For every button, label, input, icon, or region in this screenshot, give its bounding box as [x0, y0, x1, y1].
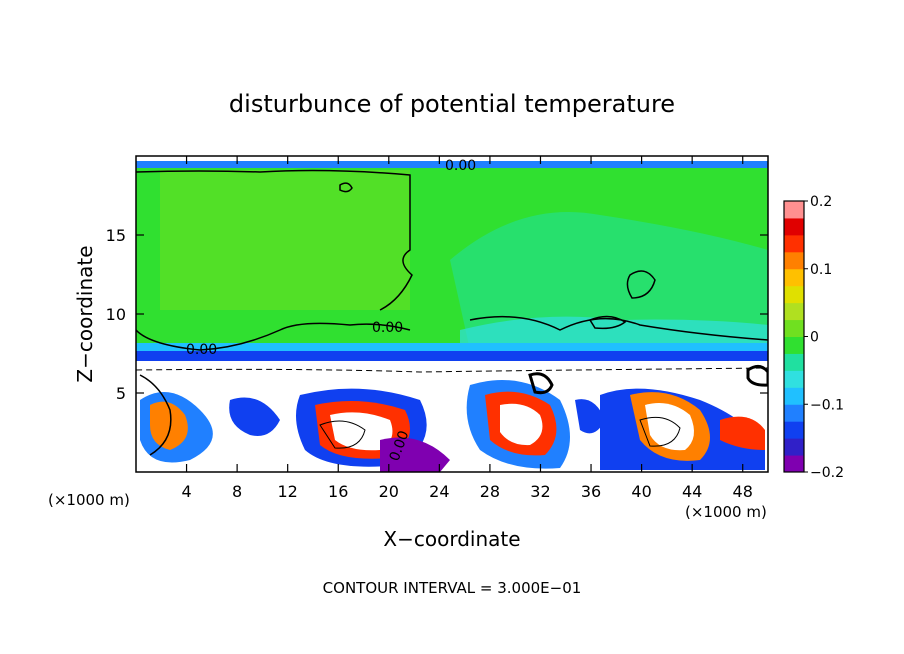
x-tick-label: 20 [379, 482, 399, 501]
colorbar-tick-label: 0.2 [810, 194, 832, 210]
contour-label-2: 0.00 [372, 320, 403, 336]
lower-turbulence [140, 380, 765, 472]
colorbar-swatch [784, 268, 804, 287]
transition-band-blue [136, 351, 768, 361]
plot-area: 0.00 0.00 0.00 0.00 [136, 156, 768, 472]
colorbar-swatch [784, 353, 804, 371]
y-tick-label: 15 [106, 226, 126, 245]
x-tick-label: 36 [581, 482, 601, 501]
y-axis-title: Z−coordinate [73, 245, 97, 382]
x-tick-label: 16 [328, 482, 348, 501]
x-tick-label: 8 [232, 482, 242, 501]
y-tick-label: 5 [116, 384, 126, 403]
x-unit-label: (×1000 m) [48, 491, 130, 509]
transition-band-cyan [136, 343, 768, 353]
top-band-white [136, 156, 768, 161]
colorbar: 0.2 0.1 0 −0.1 −0.2 [783, 194, 844, 481]
upper-layer-light [160, 170, 410, 310]
x-tick-label: 44 [682, 482, 702, 501]
colorbar-swatch [784, 387, 804, 405]
x-tick-label: 24 [429, 482, 449, 501]
x-tick-label: 40 [631, 482, 651, 501]
contour-interval-note: CONTOUR INTERVAL = 3.000E−01 [323, 579, 582, 597]
colorbar-swatch [784, 438, 804, 456]
colorbar-swatch [784, 336, 804, 354]
upper-right-cool-region [450, 212, 768, 350]
x-tick-label: 28 [480, 482, 500, 501]
x-tick-label: 12 [278, 482, 298, 501]
colorbar-swatch [784, 319, 804, 337]
colorbar-swatch [784, 455, 804, 473]
x-unit-label-right: (×1000 m) [685, 503, 767, 521]
colorbar-swatch [784, 251, 804, 270]
contour-label-3: 0.00 [445, 158, 476, 174]
contour-lines [136, 169, 768, 456]
colorbar-swatch [784, 285, 804, 304]
colorbar-swatch [784, 302, 804, 321]
colorbar-swatch [784, 370, 804, 388]
chart-title: disturbunce of potential temperature [229, 90, 675, 118]
colorbar-swatch [784, 201, 804, 219]
x-axis-title: X−coordinate [383, 527, 520, 551]
colorbar-tick-label: 0 [810, 330, 819, 346]
colorbar-tick-label: −0.1 [810, 397, 844, 413]
colorbar-swatch [784, 404, 804, 422]
colorbar-tick-label: 0.1 [810, 262, 832, 278]
x-tick-label: 4 [181, 482, 191, 501]
colorbar-swatch [784, 234, 804, 253]
y-tick-label: 10 [106, 305, 126, 324]
colorbar-swatch [784, 217, 804, 236]
x-tick-label: 48 [733, 482, 753, 501]
colorbar-tick-label: −0.2 [810, 465, 844, 481]
colorbar-swatch [784, 421, 804, 439]
x-tick-label: 32 [530, 482, 550, 501]
contour-label-1: 0.00 [186, 342, 217, 358]
